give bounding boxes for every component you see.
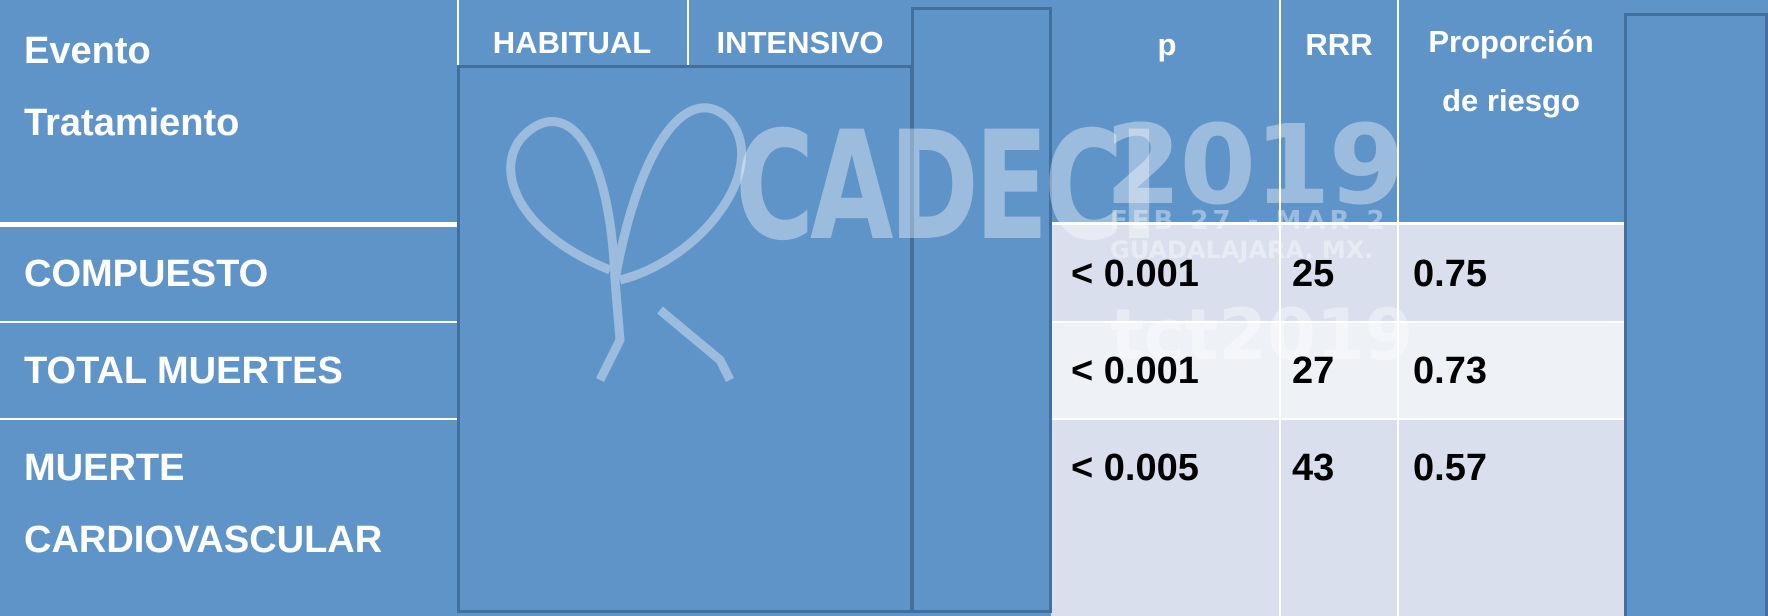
- rrr-value: 25: [1292, 253, 1335, 295]
- header-cell: Tratamiento: [24, 102, 240, 144]
- col-rule: [1279, 0, 1281, 616]
- watermark-text: CADECI: [735, 100, 1159, 274]
- row-bg: [1051, 225, 1624, 322]
- row-label: COMPUESTO: [24, 253, 269, 295]
- p-value: < 0.001: [1071, 350, 1199, 392]
- col-rule: [457, 0, 459, 66]
- row-label: CARDIOVASCULAR: [24, 519, 383, 561]
- header-cell: p: [1157, 27, 1177, 62]
- watermark-text: tct2019: [1110, 294, 1414, 376]
- col-rule: [687, 0, 689, 66]
- row-rule: [1051, 418, 1624, 420]
- watermark-text: FEB 27 - MAR 2: [1110, 206, 1389, 236]
- row-rule: [0, 418, 457, 420]
- watermark-logo: [506, 103, 746, 383]
- merged-cell: [1624, 13, 1768, 616]
- row-bg: [1051, 419, 1624, 616]
- watermark-text: GUADALAJARA, MX.: [1110, 236, 1374, 264]
- merged-cell: [911, 7, 1052, 613]
- header-rule: [1051, 222, 1624, 225]
- header-cell: HABITUAL: [492, 25, 652, 60]
- row-rule: [1051, 321, 1624, 323]
- p-value: < 0.001: [1071, 253, 1199, 295]
- header-rule: [0, 222, 457, 227]
- watermark-text: 2019: [1105, 101, 1405, 229]
- rrr-value: 27: [1292, 350, 1335, 392]
- header-cell: de riesgo: [1442, 83, 1580, 118]
- rrr-value: 43: [1292, 447, 1335, 489]
- risk-value: 0.75: [1413, 253, 1487, 295]
- header-cell: Proporción: [1428, 24, 1594, 59]
- row-label: MUERTE: [24, 447, 185, 489]
- header-cell: Evento: [24, 30, 151, 72]
- risk-value: 0.73: [1413, 350, 1487, 392]
- row-label: TOTAL MUERTES: [24, 350, 343, 392]
- col-rule: [1397, 0, 1399, 616]
- row-bg: [1051, 322, 1624, 419]
- header-cell: RRR: [1305, 27, 1373, 62]
- risk-value: 0.57: [1413, 447, 1487, 489]
- p-value: < 0.005: [1071, 447, 1199, 489]
- row-rule: [0, 321, 457, 323]
- header-cell: INTENSIVO: [716, 25, 884, 60]
